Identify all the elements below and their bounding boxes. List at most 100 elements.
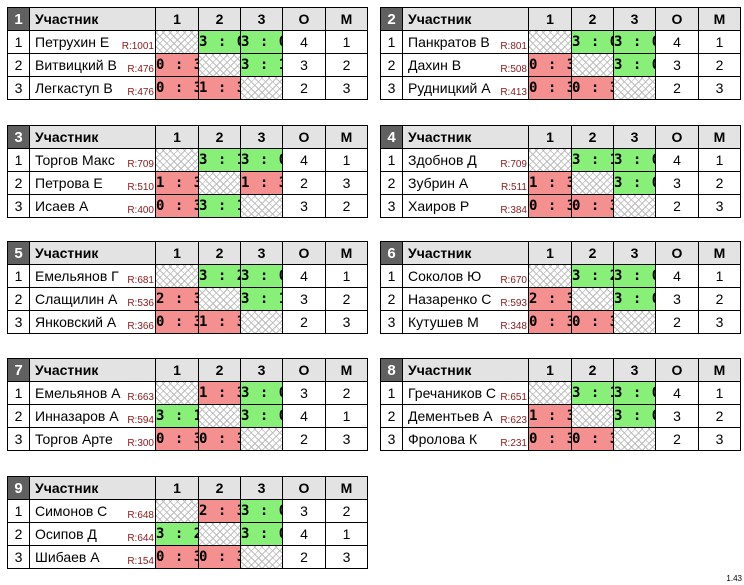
player-rating: R:663 [126,392,154,403]
player-rating: R:413 [499,87,527,98]
group-header-row: 8 Участник 1 2 3 О М [380,358,741,382]
match-score: 3 : 0 [240,148,283,172]
player-points: 2 [282,310,326,334]
match-score: 0 : 3 [155,76,199,100]
player-cell: Назаренко С R:593 [402,287,529,311]
self-match-cell [613,194,656,218]
player-seed: 1 [7,148,30,172]
match-score: 1 : 3 [155,171,199,195]
player-seed: 3 [7,427,30,451]
player-seed: 2 [7,287,30,311]
match-score: 0 : 3 [528,76,572,100]
opponent-column-header: 2 [571,7,614,31]
player-points: 2 [282,171,326,195]
player-cell: Фролова К R:231 [402,427,529,451]
group-header-row: 3 Участник 1 2 3 О М [7,125,368,149]
player-cell: Торгов Арте R:300 [29,427,156,451]
player-rating: R:801 [499,41,527,52]
match-score: 3 : 0 [240,404,283,428]
place-column-header: М [698,125,741,149]
player-points: 2 [282,76,326,100]
group-header-row: 6 Участник 1 2 3 О М [380,241,741,265]
player-seed: 2 [7,404,30,428]
player-cell: Симонов С R:648 [29,499,156,523]
player-cell: Инназаров А R:594 [29,404,156,428]
player-cell: Витвицкий В R:476 [29,53,156,77]
player-name: Зубрин А [408,175,469,191]
player-seed: 3 [380,76,403,100]
self-match-cell [198,287,241,311]
player-points: 3 [282,53,326,77]
player-points: 4 [655,264,699,288]
player-seed: 2 [380,287,403,311]
match-score: 0 : 3 [155,194,199,218]
player-points: 3 [655,53,699,77]
version-label: 1.43 [726,574,742,583]
player-name: Кутушев М [408,314,479,330]
player-place: 1 [698,148,741,172]
player-place: 2 [325,194,368,218]
player-place: 1 [325,30,368,54]
match-score: 3 : 0 [240,30,283,54]
player-cell: Панкратов В R:801 [402,30,529,54]
opponent-column-header: 3 [613,358,656,382]
player-cell: Емельянов А R:663 [29,381,156,405]
player-points: 4 [282,522,326,546]
match-score: 0 : 3 [155,545,199,569]
player-rating: R:681 [126,275,154,286]
group-header-row: 9 Участник 1 2 3 О М [7,476,368,500]
participant-column-header: Участник [29,358,156,382]
self-match-cell [613,427,656,451]
self-match-cell [240,76,283,100]
place-column-header: М [325,476,368,500]
player-rating: R:670 [499,275,527,286]
opponent-column-header: 1 [155,7,199,31]
player-points: 4 [282,148,326,172]
self-match-cell [155,499,199,523]
match-score: 3 : 0 [240,381,283,405]
player-cell: Янковский А R:366 [29,310,156,334]
player-name: Гречаников С [408,385,497,401]
place-column-header: М [698,241,741,265]
player-seed: 1 [7,30,30,54]
player-cell: Здобнов Д R:709 [402,148,529,172]
player-points: 3 [282,499,326,523]
participant-column-header: Участник [402,125,529,149]
match-score: 0 : 3 [198,427,241,451]
group-number: 7 [7,358,30,382]
match-score: 3 : 1 [198,148,241,172]
self-match-cell [528,264,572,288]
player-place: 3 [698,310,741,334]
player-place: 3 [325,545,368,569]
match-score: 3 : 0 [240,522,283,546]
opponent-column-header: 1 [155,241,199,265]
player-row: 1 Емельянов А R:663 1 : 33 : 032 [7,381,368,405]
opponent-column-header: 1 [155,476,199,500]
player-name: Легкаступ В [35,80,113,96]
player-rating: R:300 [126,438,154,449]
match-score: 3 : 0 [613,264,656,288]
self-match-cell [571,171,614,195]
opponent-column-header: 2 [571,125,614,149]
opponent-column-header: 1 [528,241,572,265]
player-name: Хаиров Р [408,198,470,214]
group-header-row: 5 Участник 1 2 3 О М [7,241,368,265]
player-seed: 1 [7,499,30,523]
self-match-cell [571,53,614,77]
match-score: 2 : 3 [155,287,199,311]
player-seed: 1 [380,148,403,172]
player-cell: Петрова Е R:510 [29,171,156,195]
group-number: 3 [7,125,30,149]
participant-column-header: Участник [29,125,156,149]
player-name: Назаренко С [408,291,492,307]
player-cell: Кутушев М R:348 [402,310,529,334]
self-match-cell [571,404,614,428]
